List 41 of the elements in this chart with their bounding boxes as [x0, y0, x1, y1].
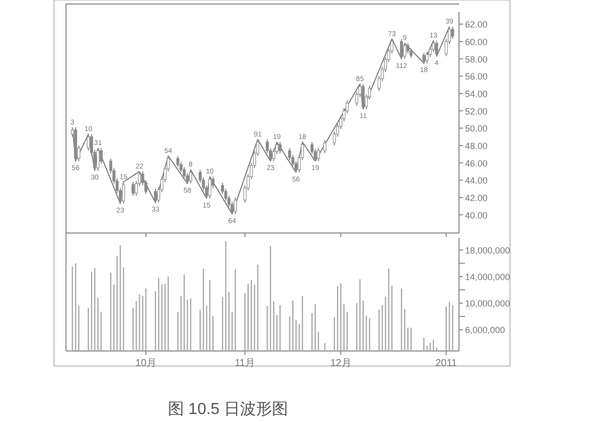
y-tick-label: 48.00 [465, 140, 488, 151]
caption: 图 10.5 日波形图 [168, 400, 288, 418]
candlestick [400, 38, 403, 60]
candlestick [316, 148, 320, 162]
candlestick [189, 169, 192, 184]
y-tick-label: 42.00 [465, 192, 488, 203]
candlestick [122, 181, 126, 204]
y-tick-label: 54.00 [465, 88, 488, 99]
candlestick [323, 140, 326, 154]
candlestick [132, 181, 135, 196]
candlestick [362, 83, 365, 110]
y-tick-label: 60.00 [465, 36, 488, 47]
y-tick-label: 14,000,000 [465, 272, 510, 282]
line-series [72, 26, 450, 214]
candlestick [278, 142, 282, 154]
candlestick [208, 176, 212, 199]
candlestick [435, 40, 438, 57]
x-tick-label: 2011 [435, 358, 458, 369]
y-tick-label: 44.00 [465, 176, 488, 186]
candlestick [403, 42, 406, 60]
y-tick-label: 6,000,000 [465, 325, 506, 336]
x-tick-label: 11月 [234, 358, 256, 369]
candlestick [422, 52, 426, 64]
y-tick-label: 62.00 [465, 20, 488, 30]
candlestick [406, 42, 410, 54]
y-tick-label: 46.00 [465, 158, 488, 168]
y-tick-label: 10,000,000 [465, 298, 510, 309]
x-tick-label: 10月 [135, 358, 156, 369]
candlestick [100, 148, 103, 164]
y-tick-label: 40.00 [465, 210, 488, 220]
y-tick-label: 18,000,000 [465, 245, 510, 256]
y-tick-label: 58.00 [465, 54, 488, 64]
candlestick [86, 134, 90, 152]
candlestick [154, 188, 157, 204]
candlestick [234, 196, 237, 214]
y-tick-label: 50.00 [465, 124, 488, 134]
y-tick-label: 52.00 [465, 106, 488, 116]
candlestick [96, 148, 100, 172]
x-tick-label: 12月 [330, 358, 352, 369]
y-tick-label: 56.00 [465, 72, 488, 82]
candlestick [451, 26, 454, 40]
